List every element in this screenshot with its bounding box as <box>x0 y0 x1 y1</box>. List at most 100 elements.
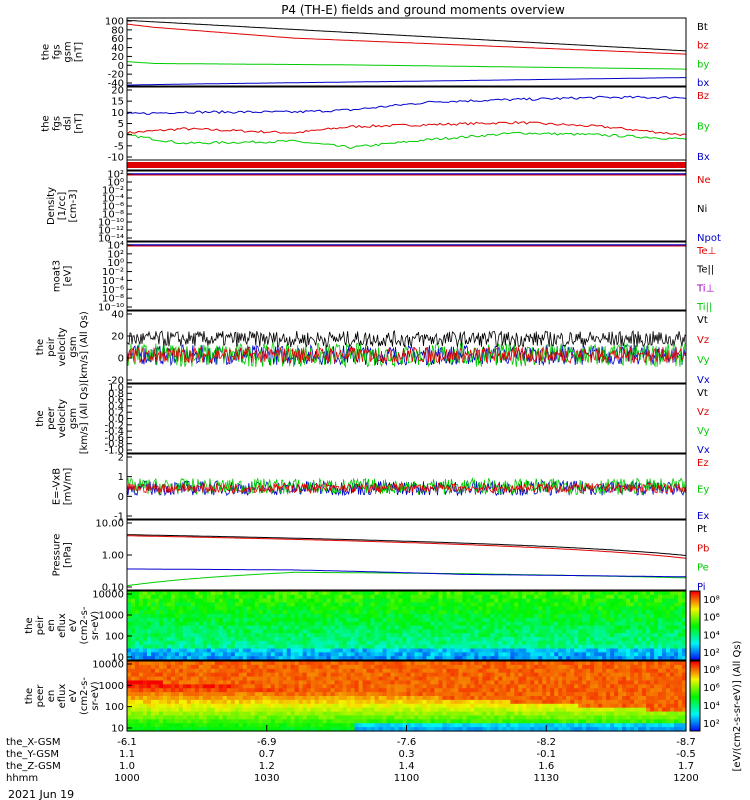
y-axis-label: eflux <box>57 684 68 709</box>
y-axis-label: gsm <box>63 41 74 62</box>
panel-frame <box>126 310 687 384</box>
y-axis-label: [cm-3] <box>68 189 79 222</box>
x-value: 1.1 <box>119 749 135 760</box>
y-tick-label: 0.0 <box>108 414 124 425</box>
y-tick-label: 10⁻⁸ <box>102 210 124 221</box>
colorbar-tick: 10⁸ <box>703 665 720 676</box>
panel-2 <box>126 159 687 171</box>
y-tick-label: 100 <box>105 632 124 643</box>
x-value: 1.6 <box>538 761 554 772</box>
y-axis-label: peer <box>46 406 57 430</box>
legend-Vt: Vt <box>697 388 708 399</box>
legend-Vy: Vy <box>697 355 710 366</box>
x-value: 1.2 <box>259 761 275 772</box>
y-axis-label: moat3 <box>52 260 63 292</box>
y-axis-label: [nT] <box>74 42 85 62</box>
legend-Vz: Vz <box>697 335 709 346</box>
y-tick-label: 10⁻¹² <box>98 226 124 237</box>
series-line-Pe <box>126 571 687 587</box>
panel-frame <box>126 241 687 311</box>
panel-frame <box>126 86 687 161</box>
y-tick-label: 100 <box>105 17 124 28</box>
x-value: -8.2 <box>536 737 556 748</box>
y-tick-label: 1 <box>118 472 124 483</box>
y-tick-label: 10 <box>111 653 124 664</box>
legend-Vx: Vx <box>697 445 710 456</box>
series-line-By <box>126 131 687 150</box>
x-value: 0.7 <box>259 749 275 760</box>
y-axis-label: peir <box>35 615 46 635</box>
legend-Bz: Bz <box>697 91 709 102</box>
y-axis-label: the <box>41 44 52 60</box>
colorbar-label: [eV/(cm2-s-sr-eV)] (All Qs) <box>732 640 743 771</box>
panel-8: 10.00 1.00 0.10 Pressure [nPa] Pt Pb Pe Pi <box>52 519 710 594</box>
legend-Pi: Pi <box>697 582 706 593</box>
noise-trace <box>126 330 687 348</box>
y-tick-label: 1000 <box>99 611 124 622</box>
panel-9: 10000 1000 100 10 the peir en eflux eV (cm2-s-sr-… <box>24 590 720 664</box>
x-value: 1.7 <box>678 761 694 772</box>
y-tick-label: 100 <box>105 702 124 713</box>
y-axis-label: [km/s] (All Qs) <box>79 311 90 383</box>
y-axis-label: the <box>24 688 35 704</box>
y-tick-label: 0 <box>118 354 124 365</box>
y-axis-label: [1/cc] <box>57 192 68 221</box>
y-tick-label: -1.0 <box>104 446 124 457</box>
legend-Ti⊥: Ti⊥ <box>696 283 714 294</box>
y-axis-label: velocity <box>57 327 68 366</box>
panel-7: 2 1 0 -1 E=-VxB [mV/m] Ez Ey Ex <box>52 453 710 523</box>
y-axis-label: velocity <box>57 399 68 438</box>
y-tick-label: 0.4 <box>108 401 124 412</box>
panel-frame <box>126 453 687 520</box>
y-tick-label: 10⁰ <box>107 258 124 269</box>
x-axis-labels: the_X-GSM -6.1 -6.9 -7.6 -8.2 -8.7 the_Y-GSM 1.… <box>6 725 699 784</box>
y-axis-label: gsm <box>68 336 79 357</box>
y-tick-label: 80 <box>111 25 124 36</box>
y-tick-label: 0 <box>118 492 124 503</box>
legend-Ez: Ez <box>697 458 709 469</box>
y-axis-label: eV <box>68 619 79 632</box>
y-tick-label: 20 <box>111 86 124 97</box>
y-axis-label: [nPa] <box>63 542 74 568</box>
legend-Ey: Ey <box>697 485 709 496</box>
y-axis-label: the <box>24 617 35 633</box>
y-axis-label: peir <box>46 336 57 356</box>
panel-frame <box>126 17 687 87</box>
y-tick-label: 10² <box>107 170 124 181</box>
legend-Vx: Vx <box>697 375 710 386</box>
y-axis-label: fgs <box>52 44 63 59</box>
y-tick-label: 10.00 <box>95 519 124 530</box>
y-tick-label: -0.2 <box>104 420 124 431</box>
y-tick-label: -10 <box>108 153 124 164</box>
y-tick-label: 0.6 <box>108 395 124 406</box>
y-tick-label: 10⁻² <box>102 267 124 278</box>
y-tick-label: -20 <box>108 70 124 81</box>
colorbar-tick: 10⁶ <box>703 683 720 694</box>
y-axis-label: eV <box>68 689 79 702</box>
y-tick-label: -0.8 <box>104 439 124 450</box>
y-tick-label: 0 <box>118 130 124 141</box>
legend-Ti||: Ti|| <box>696 302 712 313</box>
date-label: 2021 Jun 19 <box>8 788 74 800</box>
y-tick-label: 10000 <box>92 590 124 601</box>
series-line-Bx <box>126 95 687 115</box>
panel-frame <box>126 590 687 661</box>
legend-Pt: Pt <box>697 524 707 535</box>
y-tick-label: 20 <box>111 332 124 343</box>
panel-frame <box>126 159 687 171</box>
panel-frame <box>126 170 687 242</box>
legend-Te⊥: Te⊥ <box>696 246 716 257</box>
y-axis-label: peer <box>35 684 46 708</box>
colorbar: 10⁸ 10⁶ 10⁴ 10² <box>689 660 720 732</box>
y-axis-label: gsm <box>68 408 79 429</box>
legend-Vy: Vy <box>697 426 710 437</box>
y-tick-label: -5 <box>114 141 124 152</box>
y-axis-label: sr-eV) <box>90 611 101 640</box>
y-tick-label: 1000 <box>99 681 124 692</box>
y-axis-label: [eV] <box>63 266 74 287</box>
